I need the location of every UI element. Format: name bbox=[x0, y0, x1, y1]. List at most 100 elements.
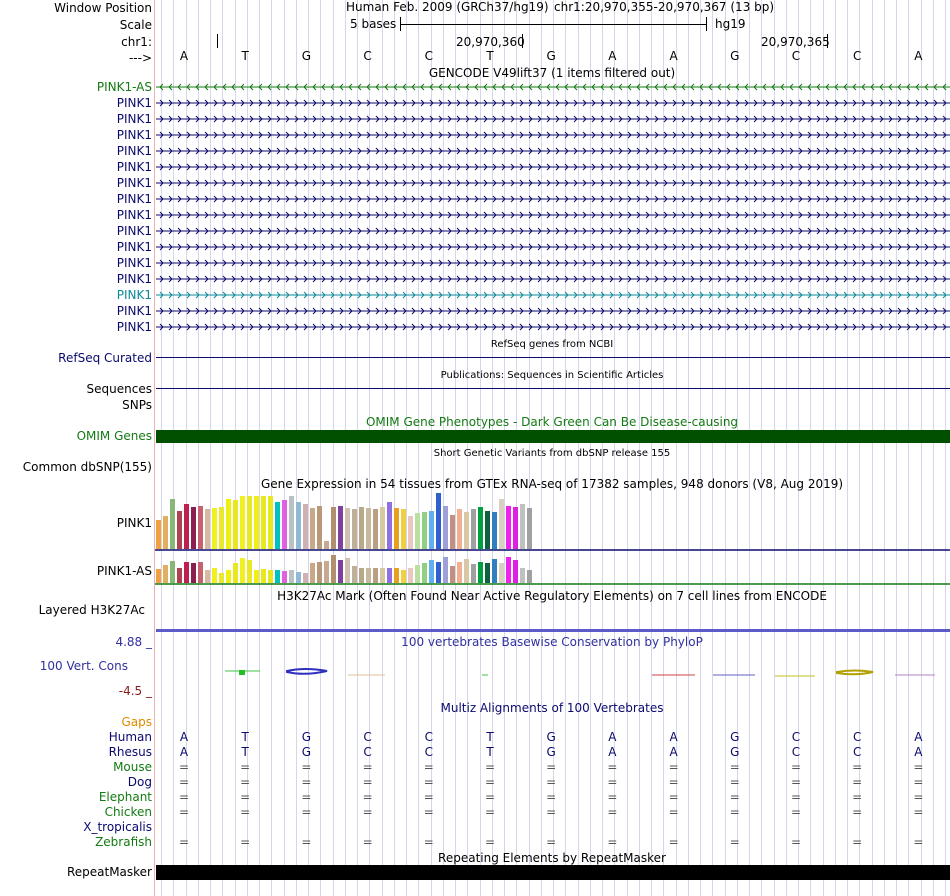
gtex-tissue-bar bbox=[331, 555, 336, 583]
multiz-species-label[interactable]: Mouse bbox=[113, 760, 152, 774]
h3k27ac-signal-line[interactable] bbox=[156, 629, 950, 632]
gtex-tissue-bar bbox=[275, 570, 280, 583]
gtex-tissue-bar bbox=[233, 563, 238, 583]
omim-feature-bar[interactable] bbox=[156, 430, 950, 443]
sequence-base: G bbox=[546, 49, 556, 63]
h3k27ac-track-label[interactable]: Layered H3K27Ac bbox=[38, 603, 145, 617]
multiz-species-label[interactable]: Dog bbox=[127, 775, 152, 789]
multiz-species-label[interactable]: X_tropicalis bbox=[83, 820, 152, 834]
refseq-track-label[interactable]: RefSeq Curated bbox=[58, 351, 152, 365]
gencode-transcript-feature[interactable] bbox=[156, 274, 950, 284]
gtex-tissue-bar bbox=[401, 570, 406, 583]
publications-track-line[interactable] bbox=[156, 388, 950, 389]
gencode-transcript-feature[interactable] bbox=[156, 258, 950, 268]
gtex-bar-chart[interactable] bbox=[155, 490, 950, 586]
dbsnp-track-title[interactable]: Short Genetic Variants from dbSNP releas… bbox=[433, 448, 671, 459]
gtex-tissue-bar bbox=[492, 512, 497, 549]
cons-mark bbox=[286, 668, 328, 675]
gencode-transcript-label[interactable]: PINK1 bbox=[116, 272, 152, 286]
gencode-transcript-label[interactable]: PINK1 bbox=[116, 160, 152, 174]
gencode-transcript-label[interactable]: PINK1 bbox=[116, 240, 152, 254]
gencode-transcript-label[interactable]: PINK1 bbox=[116, 176, 152, 190]
gencode-track-title[interactable]: GENCODE V49lift37 (1 items filtered out) bbox=[428, 66, 676, 80]
gtex-tissue-bar bbox=[429, 511, 434, 549]
gtex-tissue-bar bbox=[422, 512, 427, 549]
multiz-aligned-base: C bbox=[424, 730, 433, 744]
multiz-aligned-base: C bbox=[791, 730, 801, 744]
gencode-transcript-label[interactable]: PINK1 bbox=[116, 224, 152, 238]
gencode-transcript-feature[interactable] bbox=[156, 130, 950, 140]
gencode-transcript-label[interactable]: PINK1 bbox=[116, 112, 152, 126]
gencode-transcript-feature[interactable] bbox=[156, 146, 950, 156]
gencode-transcript-label[interactable]: PINK1 bbox=[116, 256, 152, 270]
multiz-aligned-base: C bbox=[363, 745, 372, 759]
sequence-base: G bbox=[301, 49, 312, 63]
gtex-tissue-bar bbox=[324, 561, 329, 583]
gencode-transcript-feature[interactable] bbox=[156, 290, 950, 300]
refseq-track-line[interactable] bbox=[156, 357, 950, 358]
multiz-species-label[interactable]: Rhesus bbox=[108, 745, 152, 759]
multiz-aligned-base: = bbox=[607, 805, 618, 819]
gencode-transcript-label[interactable]: PINK1 bbox=[116, 304, 152, 318]
multiz-aligned-base: = bbox=[178, 760, 190, 774]
multiz-aligned-base: C bbox=[424, 745, 433, 759]
gtex-tissue-bar bbox=[450, 515, 455, 549]
gencode-transcript-feature[interactable] bbox=[156, 242, 950, 252]
gencode-transcript-label[interactable]: PINK1 bbox=[116, 192, 152, 206]
gencode-transcript-label[interactable]: PINK1-AS bbox=[96, 80, 152, 94]
multiz-track-title[interactable]: Multiz Alignments of 100 Vertebrates bbox=[440, 701, 664, 715]
gencode-transcript-feature[interactable] bbox=[156, 178, 950, 188]
gtex-tissue-bar bbox=[170, 499, 175, 549]
gencode-transcript-feature[interactable] bbox=[156, 194, 950, 204]
gencode-transcript-label[interactable]: PINK1 bbox=[116, 208, 152, 222]
multiz-aligned-base: = bbox=[607, 760, 618, 774]
repeatmasker-track-label[interactable]: RepeatMasker bbox=[66, 865, 152, 879]
cons-wiggle-plot[interactable] bbox=[155, 664, 950, 684]
publications-track-label[interactable]: Sequences bbox=[86, 382, 152, 396]
gencode-transcript-label[interactable]: PINK1 bbox=[116, 288, 152, 302]
omim-track-title[interactable]: OMIM Gene Phenotypes - Dark Green Can Be… bbox=[365, 415, 739, 429]
gencode-transcript-feature[interactable] bbox=[156, 322, 950, 332]
dbsnp-track-label[interactable]: Common dbSNP(155) bbox=[22, 460, 152, 474]
gencode-transcript-label[interactable]: PINK1 bbox=[116, 320, 152, 334]
gencode-transcript-feature[interactable] bbox=[156, 226, 950, 236]
refseq-track-title[interactable]: RefSeq genes from NCBI bbox=[490, 339, 614, 350]
gtex-tissue-bar bbox=[485, 511, 490, 549]
gencode-transcript-feature[interactable] bbox=[156, 114, 950, 124]
gencode-transcript-feature[interactable] bbox=[156, 98, 950, 108]
multiz-aligned-base: C bbox=[363, 730, 372, 744]
gencode-transcript-feature[interactable] bbox=[156, 210, 950, 220]
gtex-row-label[interactable]: PINK1-AS bbox=[96, 564, 152, 578]
multiz-gaps-label[interactable]: Gaps bbox=[121, 715, 152, 729]
publications-track-title[interactable]: Publications: Sequences in Scientific Ar… bbox=[440, 370, 664, 381]
multiz-species-label[interactable]: Chicken bbox=[104, 805, 152, 819]
multiz-aligned-base: = bbox=[668, 835, 679, 849]
cons-track-label[interactable]: 100 Vert. Cons bbox=[39, 659, 128, 673]
gencode-transcript-feature[interactable] bbox=[156, 162, 950, 172]
gencode-transcript-label[interactable]: PINK1 bbox=[116, 144, 152, 158]
repeatmasker-feature-bar[interactable] bbox=[156, 865, 950, 880]
gtex-tissue-bar bbox=[184, 504, 189, 549]
omim-track-label[interactable]: OMIM Genes bbox=[76, 429, 152, 443]
gtex-tissue-bar bbox=[471, 564, 476, 583]
cons-track-title[interactable]: 100 vertebrates Basewise Conservation by… bbox=[401, 635, 703, 649]
multiz-species-label[interactable]: Human bbox=[108, 730, 152, 744]
multiz-species-label[interactable]: Elephant bbox=[98, 790, 152, 804]
gtex-row-label[interactable]: PINK1 bbox=[116, 516, 152, 530]
multiz-species-label[interactable]: Zebrafish bbox=[95, 835, 152, 849]
gtex-track-title[interactable]: Gene Expression in 54 tissues from GTEx … bbox=[260, 477, 844, 491]
sequence-base: G bbox=[730, 49, 740, 63]
gtex-tissue-bar bbox=[387, 502, 392, 549]
scale-text: 5 bases bbox=[350, 17, 397, 31]
gencode-transcript-feature[interactable] bbox=[156, 82, 950, 92]
gtex-tissue-bar bbox=[324, 541, 329, 549]
gencode-transcript-feature[interactable] bbox=[156, 306, 950, 316]
snps-label[interactable]: SNPs bbox=[122, 398, 152, 412]
gtex-tissue-bar bbox=[303, 573, 308, 583]
gencode-transcript-label[interactable]: PINK1 bbox=[116, 128, 152, 142]
gencode-transcript-label[interactable]: PINK1 bbox=[116, 96, 152, 110]
multiz-aligned-base: = bbox=[668, 805, 679, 819]
gtex-tissue-bar bbox=[163, 516, 168, 549]
h3k27ac-track-title[interactable]: H3K27Ac Mark (Often Found Near Active Re… bbox=[277, 589, 827, 603]
repeatmasker-track-title[interactable]: Repeating Elements by RepeatMasker bbox=[438, 851, 666, 865]
